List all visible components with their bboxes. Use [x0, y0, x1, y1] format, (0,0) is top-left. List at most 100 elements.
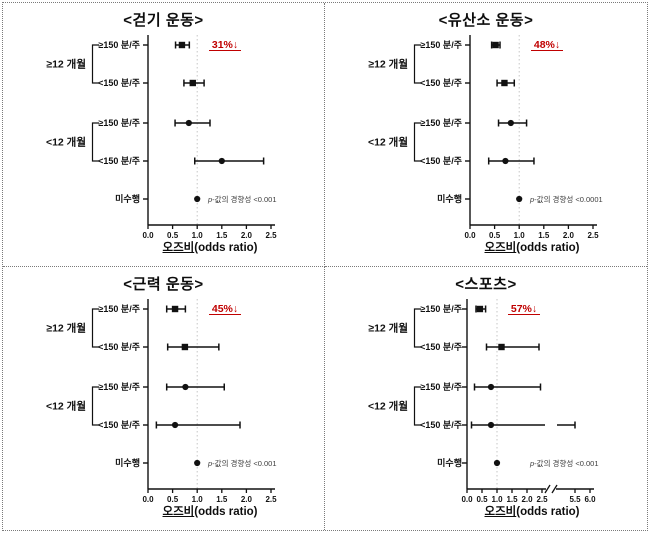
x-tick-label: 0.5 — [476, 495, 488, 504]
group-bracket — [413, 307, 421, 348]
x-tick-label: 2.5 — [587, 231, 599, 240]
row-label: ≥150 분/주 — [98, 304, 140, 314]
panel-strength-exercise: 0.0 0.5 1.0 1.5 2.0 2.5 ≥12 개월 <12 개월 ≥150 분/주 45… — [3, 266, 325, 530]
p-trend-note: p-값의 경향성 <0.001 — [207, 194, 277, 204]
x-tick-label: 6.0 — [584, 495, 596, 504]
x-tick-label: 2.0 — [521, 495, 533, 504]
x-tick-label: 0.5 — [167, 231, 179, 240]
x-axis-label-english: (odds ratio) — [194, 242, 258, 254]
x-tick-label: 2.5 — [265, 495, 277, 504]
x-tick-label: 1.0 — [491, 495, 503, 504]
row-label: <150 분/주 — [420, 420, 462, 430]
p-trend-note: p-값의 경향성 <0.001 — [529, 458, 599, 468]
group-label-1: <12 개월 — [46, 136, 86, 149]
x-axis-label-korean: 오즈비 — [484, 505, 517, 518]
x-tick-label: 0.0 — [464, 231, 476, 240]
forest-plot-aerobic: 0.0 0.5 1.0 1.5 2.0 2.5 ≥12 개월 <12 개월 ≥150 분/주 48… — [368, 35, 603, 240]
group-bracket — [413, 385, 421, 426]
row-label: 미수행 — [437, 457, 462, 468]
row-label: ≥150 분/주 — [98, 118, 140, 128]
row-label: 미수행 — [437, 193, 462, 204]
or-marker — [501, 79, 508, 87]
group-bracket — [413, 122, 421, 162]
group-label-0: ≥12 개월 — [46, 58, 86, 71]
or-marker — [502, 157, 509, 165]
forest-plot-walking: 0.0 0.5 1.0 1.5 2.0 2.5 ≥12 개월 <12 개월 ≥150 분/주 31… — [46, 35, 277, 240]
x-axis-label-english: (odds ratio) — [516, 242, 580, 254]
panel-title-strength: <근력 운동> — [123, 275, 204, 293]
x-axis-label: 오즈비(odds ratio) — [126, 503, 294, 519]
x-tick-label: 1.0 — [192, 495, 204, 504]
panel-walking-exercise: 0.0 0.5 1.0 1.5 2.0 2.5 ≥12 개월 <12 개월 ≥150 분/주 31… — [3, 3, 325, 267]
or-marker — [218, 157, 225, 165]
group-bracket — [413, 44, 421, 84]
x-axis-label: 오즈비(odds ratio) — [448, 503, 616, 519]
x-tick-label: 2.0 — [241, 231, 253, 240]
group-bracket — [91, 44, 99, 84]
x-tick-label: 0.0 — [142, 495, 154, 504]
row-label: <150 분/주 — [98, 342, 140, 352]
x-tick-label: 0.0 — [461, 495, 473, 504]
group-bracket — [91, 385, 99, 426]
x-axis-label-english: (odds ratio) — [516, 505, 580, 518]
row-label: ≥150 분/주 — [420, 382, 462, 392]
row-label: ≥150 분/주 — [420, 118, 462, 128]
or-marker — [516, 195, 523, 203]
row-label: 미수행 — [115, 193, 140, 204]
row-label: ≥150 분/주 — [420, 40, 462, 50]
panel-aerobic-exercise: 0.0 0.5 1.0 1.5 2.0 2.5 ≥12 개월 <12 개월 ≥150 분/주 48… — [325, 3, 647, 267]
panel-sports: 0.0 0.5 1.0 1.5 2.0 2.5 5.5 6.0 ≥12 개월 <12 개월 ≥150… — [325, 266, 647, 530]
x-tick-label: 1.5 — [506, 495, 518, 504]
or-marker — [171, 305, 179, 312]
x-tick-label: 2.0 — [563, 231, 575, 240]
or-marker — [498, 343, 505, 350]
x-tick-label: 5.5 — [569, 495, 581, 504]
row-label: ≥150 분/주 — [98, 40, 140, 50]
p-trend-note: p-값의 경향성 <0.0001 — [529, 194, 603, 204]
x-tick-label: 1.0 — [514, 231, 526, 240]
row-label: <150 분/주 — [420, 78, 462, 88]
group-bracket — [91, 307, 99, 348]
x-axis-label-korean: 오즈비 — [162, 242, 195, 254]
row-label: <150 분/주 — [98, 420, 140, 430]
axis-break-mark — [551, 484, 558, 493]
x-tick-label: 2.5 — [536, 495, 548, 504]
row-label: <150 분/주 — [420, 342, 462, 352]
forest-plot-sports: 0.0 0.5 1.0 1.5 2.0 2.5 5.5 6.0 ≥12 개월 <12 개월 ≥150… — [368, 298, 599, 504]
x-axis-label-english: (odds ratio) — [194, 505, 258, 518]
x-axis-label-korean: 오즈비 — [484, 242, 517, 254]
or-marker — [185, 119, 192, 127]
group-label-0: ≥12 개월 — [368, 58, 408, 71]
x-tick-label: 1.5 — [216, 495, 228, 504]
or-marker — [171, 421, 179, 428]
panel-title-walking: <걷기 운동> — [123, 12, 204, 29]
or-marker — [493, 459, 501, 466]
row-label: <150 분/주 — [98, 78, 140, 88]
group-label-1: <12 개월 — [46, 399, 86, 412]
group-label-0: ≥12 개월 — [46, 321, 86, 334]
or-marker — [487, 383, 495, 390]
or-marker — [181, 343, 189, 350]
x-tick-label: 0.0 — [142, 231, 154, 240]
or-marker — [178, 41, 186, 49]
group-bracket — [91, 122, 99, 162]
row-label: 미수행 — [115, 457, 140, 468]
or-marker — [492, 41, 499, 49]
panel-title-aerobic: <유산소 운동> — [438, 12, 534, 29]
reduction-annotation: 45%↓ — [212, 303, 238, 315]
x-tick-label: 2.5 — [265, 231, 277, 240]
or-marker — [507, 119, 514, 127]
x-tick-label: 1.5 — [216, 231, 228, 240]
or-marker — [487, 421, 495, 428]
group-label-0: ≥12 개월 — [368, 321, 408, 334]
reduction-annotation: 48%↓ — [534, 39, 560, 51]
x-tick-label: 0.5 — [489, 231, 501, 240]
x-tick-label: 2.0 — [241, 495, 253, 504]
row-label: <150 분/주 — [420, 156, 462, 166]
or-marker — [182, 383, 189, 390]
x-axis-label-korean: 오즈비 — [162, 505, 195, 518]
forest-plot-strength: 0.0 0.5 1.0 1.5 2.0 2.5 ≥12 개월 <12 개월 ≥150 분/주 45… — [46, 298, 277, 504]
reduction-annotation: 57%↓ — [511, 303, 537, 315]
x-tick-label: 1.5 — [538, 231, 550, 240]
x-tick-label: 0.5 — [167, 495, 179, 504]
